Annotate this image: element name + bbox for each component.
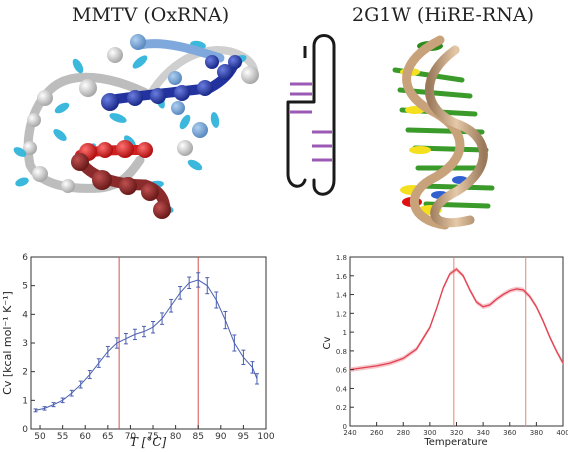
y-tick-label: 0.4 [336, 385, 348, 393]
error-bar [78, 380, 83, 389]
oxrna-molecule-illustration [13, 34, 259, 219]
error-bar [241, 349, 246, 365]
right-x-axis-label: Temperature [423, 437, 487, 448]
right-plot-frame [349, 256, 564, 427]
error-bar [123, 333, 128, 345]
error-bar [232, 334, 237, 352]
error-bar [114, 337, 119, 349]
x-tick-label: 85 [192, 432, 203, 442]
y-tick-label: 0.2 [336, 404, 347, 412]
y-tick-label: 1 [343, 329, 347, 337]
y-tick-label: 1.4 [336, 292, 348, 300]
y-tick-label: 0.8 [336, 348, 347, 356]
x-tick-label: 380 [530, 429, 543, 437]
right-y-axis-label: Cv [322, 336, 333, 349]
right-heat-capacity-chart: 240 260 280 300 320 340 360 380 400 0 0.2 0.4 0.6 0.… [322, 254, 568, 448]
error-bar [187, 276, 192, 290]
error-bar [205, 277, 210, 295]
x-tick-label: 300 [423, 429, 436, 437]
x-tick-label: 260 [370, 429, 383, 437]
left-x-axis-label: T [°C] [130, 435, 167, 449]
error-bar [105, 345, 110, 358]
error-bar [141, 325, 146, 338]
y-tick-label: 1.8 [336, 254, 347, 262]
x-tick-label: 280 [397, 429, 410, 437]
y-tick-label: 3 [22, 339, 28, 349]
y-tick-label: 0.6 [336, 367, 348, 375]
hirerna-molecule-illustration [392, 35, 495, 230]
x-tick-label: 340 [476, 429, 489, 437]
error-bar [96, 358, 101, 368]
error-bar [151, 321, 156, 334]
error-bar [160, 312, 165, 325]
confidence-band [350, 266, 563, 373]
right-panel-title: 2G1W (HiRE-RNA) [352, 4, 534, 26]
x-tick-label: 80 [170, 432, 182, 442]
left-plot-frame [30, 256, 267, 430]
error-bar [69, 389, 74, 397]
x-tick-label: 75 [147, 432, 158, 442]
error-bar [214, 291, 219, 309]
x-tick-label: 55 [57, 432, 68, 442]
y-tick-label: 5 [22, 282, 28, 292]
error-bar [60, 397, 65, 404]
y-tick-label: 1.6 [336, 273, 348, 281]
error-bar [223, 310, 228, 330]
left-panel-title: MMTV (OxRNA) [72, 4, 230, 26]
x-tick-label: 70 [125, 432, 137, 442]
y-tick-label: 4 [22, 310, 28, 320]
y-tick-label: 0 [343, 423, 347, 431]
hairpin-schematic [286, 34, 336, 196]
x-tick-label: 240 [343, 429, 356, 437]
error-bar [42, 406, 47, 411]
y-tick-label: 1 [22, 396, 28, 406]
series-line [349, 268, 564, 371]
x-tick-label: 50 [34, 432, 46, 442]
x-tick-label: 400 [556, 429, 568, 437]
x-tick-label: 60 [80, 432, 92, 442]
error-bar [132, 328, 137, 341]
error-bar [87, 370, 92, 380]
x-tick-label: 90 [215, 432, 227, 442]
error-bar [250, 361, 255, 374]
series-line [35, 279, 258, 411]
x-tick-label: 65 [102, 432, 113, 442]
y-tick-label: 2 [22, 368, 28, 378]
error-bar [196, 272, 201, 288]
y-tick-label: 1.2 [336, 310, 347, 318]
x-tick-label: 360 [503, 429, 516, 437]
left-y-axis-label: Cv [kcal mol⁻¹ K⁻¹] [1, 291, 14, 395]
x-tick-label: 100 [257, 432, 274, 442]
left-heat-capacity-chart: 50 55 60 65 70 75 80 85 90 95 100 0 1 2 3 4 5 6 T [°C] C… [1, 253, 275, 449]
x-tick-label: 95 [238, 432, 249, 442]
error-bar [254, 373, 259, 385]
error-bar [178, 286, 183, 300]
error-bar [169, 298, 174, 313]
error-bar [51, 402, 56, 408]
y-tick-label: 0 [22, 425, 28, 435]
x-tick-label: 320 [450, 429, 463, 437]
error-bar [33, 408, 38, 413]
y-tick-label: 6 [22, 253, 28, 263]
